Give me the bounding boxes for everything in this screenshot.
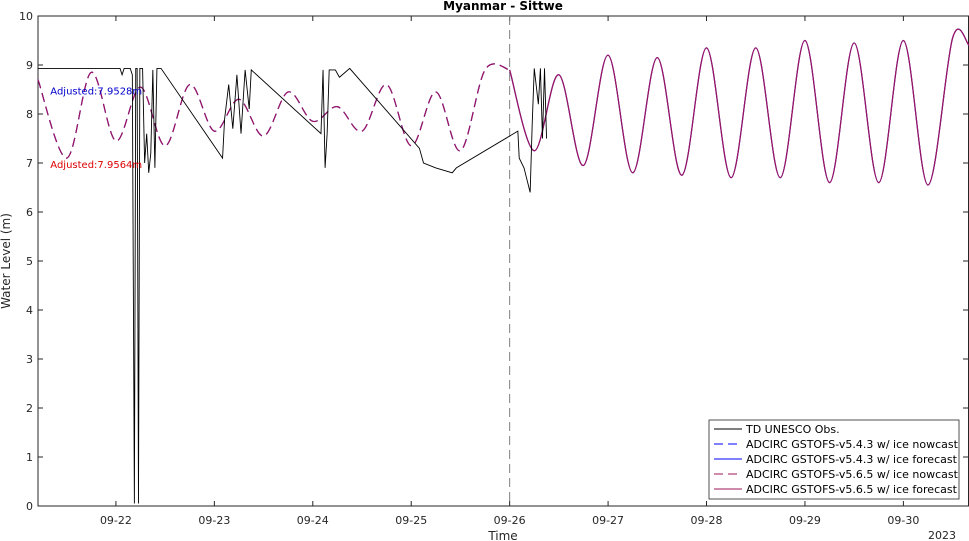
x-tick-label: 09-30 [887,514,919,527]
x-axis-label: Time [487,529,517,541]
series-line-td-unesco-obs [38,67,548,504]
y-tick-label: 3 [26,353,33,366]
legend-entry: ADCIRC GSTOFS-v5.4.3 w/ ice forecast [746,453,958,466]
x-tick-label: 09-25 [395,514,427,527]
adjusted-annotation: Adjusted:7.9564m [50,160,142,171]
y-tick-label: 6 [26,206,33,219]
y-tick-label: 1 [26,451,33,464]
y-tick-label: 0 [26,500,33,513]
y-tick-label: 9 [26,59,33,72]
year-label: 2023 [928,529,956,541]
adjusted-annotation: Adjusted:7.9528m [50,86,142,97]
x-tick-label: 09-22 [100,514,132,527]
x-tick-label: 09-24 [297,514,329,527]
x-tick-label: 09-29 [789,514,821,527]
series-line-adcirc-gstofs-v5-6-5-w-ice-nowcast [37,63,510,159]
series-line-adcirc-gstofs-v5-4-3-w-ice-nowcast [37,63,510,159]
y-tick-label: 4 [26,304,33,317]
y-tick-label: 8 [26,108,33,121]
x-tick-label: 09-28 [691,514,723,527]
legend-entry: TD UNESCO Obs. [745,423,840,436]
x-tick-label: 09-27 [592,514,624,527]
legend-entry: ADCIRC GSTOFS-v5.6.5 w/ ice forecast [746,483,958,496]
x-tick-label: 09-23 [198,514,230,527]
chart-title: Myanmar - Sittwe [443,0,563,13]
legend-entry: ADCIRC GSTOFS-v5.6.5 w/ ice nowcast [746,468,959,481]
series-line-adcirc-gstofs-v5-4-3-w-ice-forecast [509,28,969,186]
y-tick-label: 5 [26,255,33,268]
axes: 0 1 2 3 4 5 6 7 8 9 10 09-22 09-23 09-24 09-25 09-26 09-… [19,10,969,527]
y-tick-label: 2 [26,402,33,415]
y-tick-label: 10 [19,10,33,23]
series-layer [37,28,969,504]
x-tick-label: 09-26 [494,514,526,527]
legend-entry: ADCIRC GSTOFS-v5.4.3 w/ ice nowcast [746,438,959,451]
series-line-adcirc-gstofs-v5-6-5-w-ice-forecast [509,28,969,186]
legend-box [708,419,960,500]
legend: TD UNESCO Obs. ADCIRC GSTOFS-v5.4.3 w/ ic… [708,419,960,500]
y-axis-label: Water Level (m) [0,213,13,309]
annotations: Adjusted:7.9528m Adjusted:7.9564m [50,86,142,170]
y-tick-label: 7 [26,157,33,170]
